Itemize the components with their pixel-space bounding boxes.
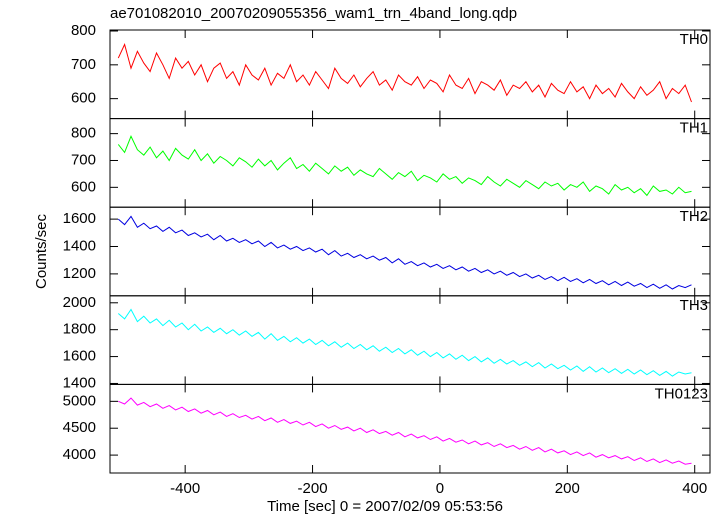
x-tick-label: -200 xyxy=(298,480,328,497)
y-tick-label: 800 xyxy=(71,125,96,142)
data-line xyxy=(117,135,692,197)
legend-label: TH3 xyxy=(680,297,708,314)
y-tick-label: 4500 xyxy=(63,419,96,436)
x-tick-label: 0 xyxy=(436,480,444,497)
data-line xyxy=(118,397,692,465)
y-tick-label: 1400 xyxy=(63,237,96,254)
y-tick-label: 1200 xyxy=(63,265,96,282)
legend-label: TH0123 xyxy=(655,385,708,402)
panel-frame xyxy=(109,29,711,120)
legend-label: TH1 xyxy=(680,120,708,137)
y-tick-label: 2000 xyxy=(63,294,96,311)
y-tick-label: 1800 xyxy=(63,321,96,338)
legend-label: TH0 xyxy=(680,31,708,48)
y-tick-label: 1400 xyxy=(63,374,96,391)
y-tick-label: 4000 xyxy=(63,446,96,463)
y-tick-label: 800 xyxy=(71,22,96,39)
panel-frame xyxy=(109,206,711,297)
x-tick-label: -400 xyxy=(170,480,200,497)
y-tick-label: 1600 xyxy=(63,210,96,227)
x-axis-label: Time [sec] 0 = 2007/02/09 05:53:56 xyxy=(267,498,503,515)
x-tick-label: 200 xyxy=(555,480,580,497)
panel-frame xyxy=(109,295,711,385)
y-tick-label: 600 xyxy=(71,178,96,195)
data-line xyxy=(117,215,692,290)
y-axis-label: Counts/sec xyxy=(33,213,50,289)
panel-frame xyxy=(109,118,711,208)
data-line xyxy=(117,308,692,377)
y-tick-label: 700 xyxy=(71,151,96,168)
chart-title: ae701082010_20070209055356_wam1_trn_4ban… xyxy=(110,5,517,22)
y-tick-label: 1600 xyxy=(63,348,96,365)
data-line xyxy=(117,43,692,103)
y-tick-label: 5000 xyxy=(63,392,96,409)
y-tick-label: 600 xyxy=(71,90,96,107)
panel-frame xyxy=(109,383,711,474)
legend-label: TH2 xyxy=(680,208,708,225)
x-tick-label: 400 xyxy=(682,480,707,497)
y-tick-label: 700 xyxy=(71,56,96,73)
